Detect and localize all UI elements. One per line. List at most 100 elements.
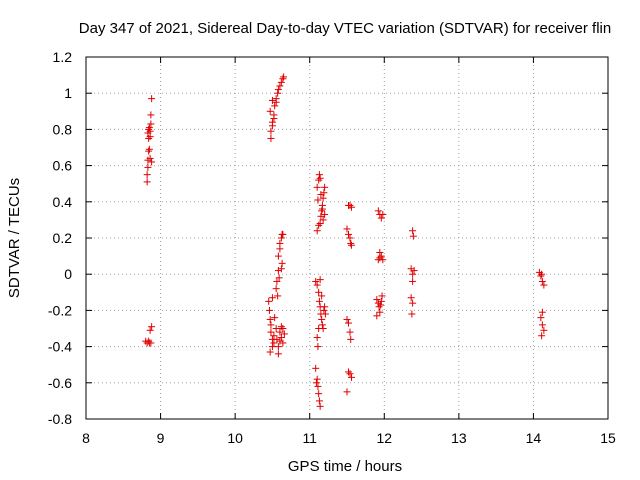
data-point (280, 330, 288, 338)
data-point (274, 350, 282, 358)
data-point (277, 323, 285, 331)
x-tick-label: 12 (376, 430, 392, 446)
data-point (315, 171, 323, 179)
axis-ticks (85, 56, 609, 420)
data-point (145, 124, 153, 132)
data-point (267, 134, 275, 142)
data-point (314, 196, 322, 204)
data-point (537, 272, 545, 280)
data-point (277, 265, 285, 273)
data-point (346, 201, 354, 209)
data-point (538, 321, 546, 329)
data-point (377, 252, 385, 260)
data-point (344, 230, 352, 238)
data-point (407, 265, 415, 273)
data-point (145, 147, 153, 155)
y-tick-label: 0.2 (53, 230, 73, 246)
y-tick-label: -0.4 (48, 339, 72, 355)
data-point (344, 319, 352, 327)
data-point (318, 205, 326, 213)
x-tick-label: 15 (600, 430, 616, 446)
y-tick-label: 1.2 (53, 49, 73, 65)
data-point (274, 86, 282, 94)
data-point (273, 335, 281, 343)
data-point (315, 221, 323, 229)
data-point (147, 120, 155, 128)
data-point (312, 364, 320, 372)
x-tick-label: 9 (157, 430, 165, 446)
data-point (347, 239, 355, 247)
data-point (343, 315, 351, 323)
data-point (538, 332, 546, 340)
data-points (142, 73, 548, 410)
y-axis-title: SDTVAR / TECUs (6, 178, 23, 298)
data-point (274, 252, 282, 260)
data-point (344, 368, 352, 376)
data-point (315, 297, 323, 305)
data-point (409, 227, 417, 235)
data-point (274, 267, 282, 275)
data-point (409, 270, 417, 278)
data-point (410, 267, 418, 275)
data-point (377, 297, 385, 305)
data-point (265, 297, 273, 305)
y-tick-label: 0 (64, 266, 72, 282)
data-point (279, 230, 287, 238)
data-point (143, 178, 151, 186)
data-point (146, 326, 154, 334)
data-point (343, 388, 351, 396)
data-point (407, 294, 415, 302)
data-point (274, 89, 282, 97)
data-point (346, 328, 354, 336)
data-point (313, 183, 321, 191)
y-tick-label: -0.6 (48, 375, 72, 391)
data-point (268, 118, 276, 126)
y-tick-labels: 1.2 1 0.8 0.6 0.4 0.2 0 -0.2 -0.4 -0.6 -0.8 (48, 49, 72, 427)
data-point (271, 102, 279, 110)
x-tick-label: 13 (451, 430, 467, 446)
data-point (538, 277, 546, 285)
data-point (321, 210, 329, 218)
x-tick-labels: 8 9 10 11 12 13 14 15 (82, 430, 616, 446)
data-point (148, 158, 156, 166)
data-point (147, 111, 155, 119)
y-tick-label: -0.2 (48, 302, 72, 318)
data-point (270, 111, 278, 119)
data-point (318, 315, 326, 323)
x-tick-label: 8 (82, 430, 90, 446)
data-point (274, 343, 282, 351)
data-point (315, 325, 323, 332)
data-point (314, 382, 322, 390)
data-point (347, 373, 355, 381)
data-point (268, 343, 276, 351)
data-point (267, 321, 275, 329)
data-point (277, 334, 285, 342)
data-point (274, 292, 282, 300)
data-point (408, 310, 416, 318)
data-point (378, 292, 386, 300)
data-point (268, 294, 276, 302)
data-point (315, 390, 323, 398)
data-point (314, 343, 322, 351)
data-point (377, 214, 385, 222)
data-point (538, 308, 546, 316)
data-point (315, 397, 323, 405)
x-tick-label: 11 (302, 430, 317, 446)
data-point (375, 303, 383, 311)
data-point (374, 207, 382, 215)
data-point (320, 189, 328, 197)
data-point (277, 78, 285, 86)
data-point (278, 259, 286, 267)
data-point (273, 277, 281, 285)
data-point (145, 145, 153, 153)
data-point (318, 207, 326, 215)
data-point (276, 82, 284, 90)
data-point (147, 339, 155, 347)
data-point (270, 332, 278, 340)
data-point (347, 241, 355, 249)
data-point (313, 375, 321, 383)
data-point (275, 274, 283, 282)
data-point (347, 335, 355, 343)
data-point (409, 232, 417, 240)
